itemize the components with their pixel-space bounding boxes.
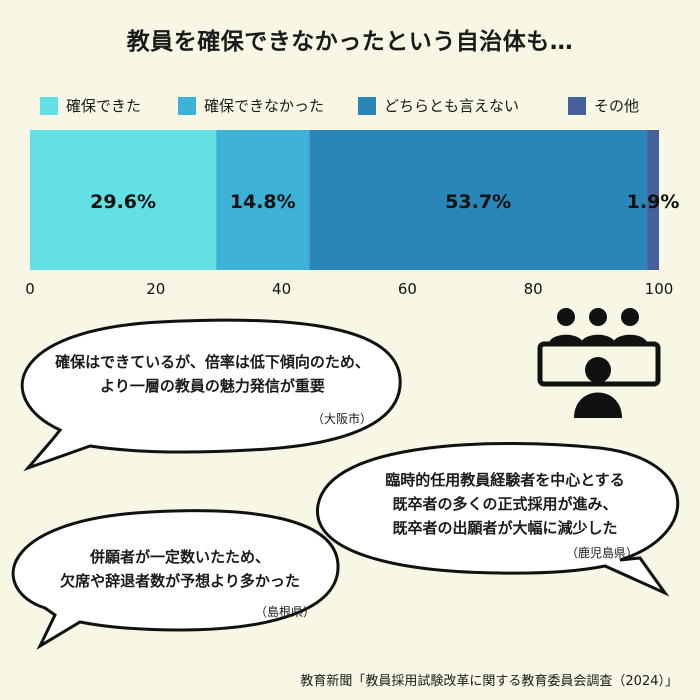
bar-segment [216, 130, 310, 270]
comment-source: （大阪市） [312, 412, 373, 426]
legend: 確保できた 確保できなかった どちらとも言えない その他 [0, 0, 700, 115]
legend-swatch [568, 96, 586, 115]
legend-item: 確保できた [40, 95, 141, 116]
data-label: 29.6% [90, 191, 156, 213]
comment-kagoshima: 臨時的任用教員経験者を中心とする 既卒者の多くの正式採用が進み、 既卒者の出願者… [340, 468, 670, 540]
legend-swatch [178, 96, 196, 115]
legend-label: その他 [594, 97, 640, 115]
source-footer: 教育新聞「教員採用試験改革に関する教育委員会調査（2024）」 [300, 674, 678, 689]
tick-label: 100 [645, 280, 674, 298]
comment-line: 併願者が一定数いたため、 [89, 548, 270, 566]
legend-swatch [358, 96, 376, 115]
bar-segment [309, 130, 648, 270]
data-label: 14.8% [230, 191, 296, 213]
speech-bubble-osaka [20, 318, 402, 472]
legend-swatch [40, 96, 58, 115]
comment-line: より一層の教員の魅力発信が重要 [100, 377, 325, 395]
x-axis-ticks: 0 20 40 60 80 100 [25, 280, 673, 298]
legend-label: 確保できた [66, 97, 142, 115]
comment-source: （島根県） [255, 605, 316, 619]
speech-bubble-shimane [11, 509, 340, 650]
tick-label: 20 [146, 280, 165, 298]
comment-shimane: 併願者が一定数いたため、 欠席や辞退者数が予想より多かった [30, 545, 330, 593]
bar-group: 29.6% 14.8% 53.7% 1.9% [30, 130, 679, 270]
comment-line: 欠席や辞退者数が予想より多かった [60, 572, 300, 590]
tick-label: 0 [25, 280, 35, 298]
tick-label: 60 [398, 280, 417, 298]
data-label: 1.9% [627, 191, 680, 213]
interview-panel-icon [537, 308, 661, 418]
comment-line: 既卒者の出願者が大幅に減少した [392, 519, 618, 537]
comment-source: （鹿児島県） [566, 546, 639, 560]
chart-title: 教員を確保できなかったという自治体も… [126, 29, 574, 55]
legend-item: どちらとも言えない [358, 95, 519, 116]
bar-segment [647, 130, 659, 270]
legend-item: その他 [568, 95, 639, 116]
tick-label: 80 [524, 280, 543, 298]
legend-label: どちらとも言えない [384, 97, 520, 115]
legend-item: 確保できなかった [178, 95, 324, 116]
comment-line: 臨時的任用教員経験者を中心とする [385, 471, 625, 489]
comment-line: 既卒者の多くの正式採用が進み、 [392, 495, 618, 513]
comment-line: 確保はできているが、倍率は低下傾向のため、 [55, 353, 370, 371]
comment-osaka: 確保はできているが、倍率は低下傾向のため、 より一層の教員の魅力発信が重要 [40, 350, 385, 398]
legend-label: 確保できなかった [204, 97, 325, 115]
tick-label: 40 [272, 280, 291, 298]
speech-bubble-kagoshima [316, 442, 680, 597]
bar-segment [30, 130, 217, 270]
data-label: 53.7% [445, 191, 511, 213]
